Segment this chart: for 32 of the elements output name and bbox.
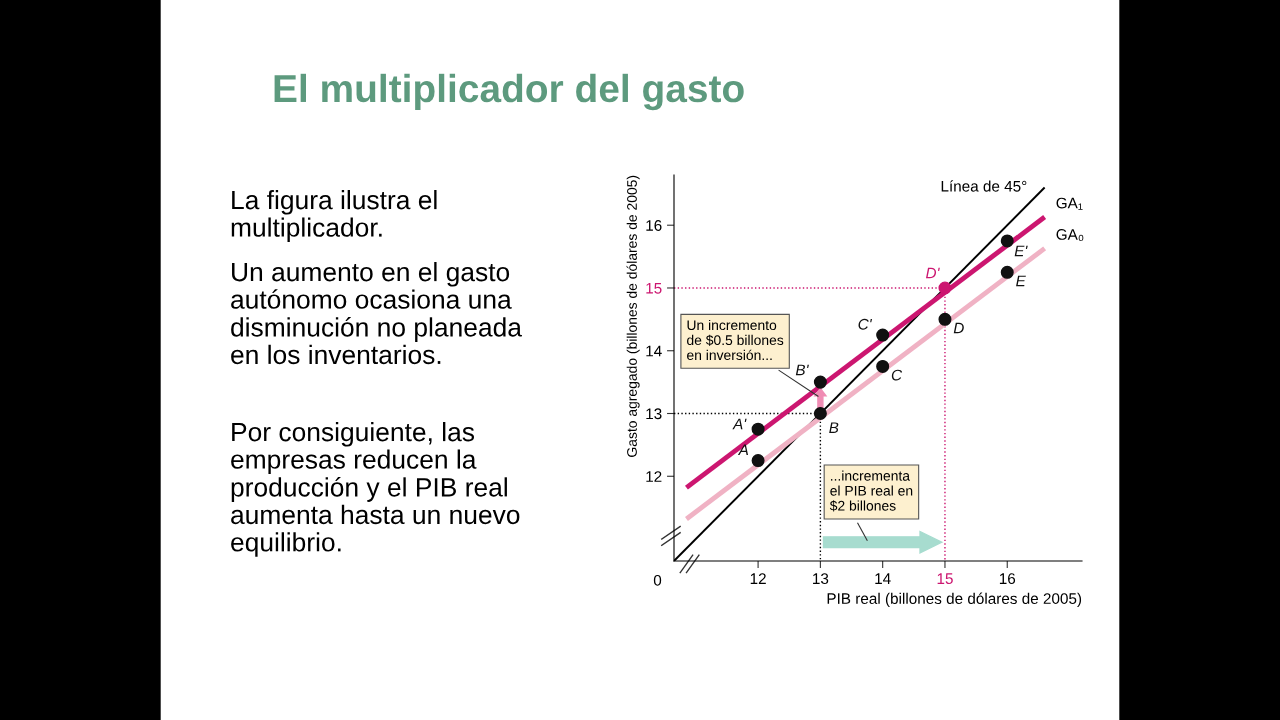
data-label: A' (732, 418, 747, 430)
text: Un aumento en el gasto autónomo ocasiona una disminución no planeada en los inventarios. (231, 262, 522, 365)
chart-title: El multiplicador del gasto (274, 73, 744, 111)
y-tick-label: 13 (646, 408, 662, 420)
text: 0 (653, 574, 662, 586)
data-label: E' (1014, 245, 1028, 257)
x-tick-label: 13 (813, 573, 829, 585)
y-tick-label: 12 (646, 471, 662, 482)
series-label: Línea de 45° (941, 180, 1027, 192)
x-axis-title: PIB real (billones de dólares de 2005) (827, 592, 1082, 608)
data-label: C (891, 369, 903, 381)
annotation: ...incrementa el PIB real en $2 billones (829, 470, 913, 512)
data-label: B' (795, 364, 809, 376)
y-tick-label: 14 (646, 345, 662, 357)
x-tick-label: 14 (875, 573, 891, 584)
text: Por consiguiente, las empresas reducen la producción y el PIB real aumenta hasta un nuevo equilibrio. (231, 422, 520, 557)
y-tick-label: 16 (646, 220, 662, 231)
series-label: GA₁ (1056, 197, 1083, 210)
data-label: E (1016, 275, 1026, 287)
x-tick-label: 16 (999, 573, 1016, 585)
data-label: D' (925, 267, 940, 279)
data-label: B (829, 422, 839, 433)
x-tick-label: 12 (750, 573, 766, 584)
series-label: GA₀ (1056, 229, 1084, 242)
data-label: A (737, 444, 749, 456)
x-tick-label: 15 (937, 573, 953, 585)
data-label: C' (858, 318, 873, 330)
data-label: D (953, 322, 964, 334)
text: La figura ilustra el multiplicador. (231, 190, 437, 243)
y-axis-title: Gasto agregado (billones de dólares de 2005) (626, 175, 640, 457)
y-tick-label: 15 (646, 283, 662, 294)
annotation: Un incremento de $0.5 billones en inversión... (687, 319, 784, 361)
